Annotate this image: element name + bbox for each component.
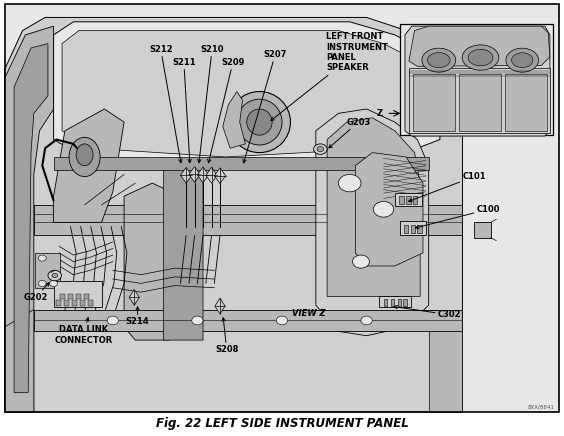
Bar	[417, 225, 422, 233]
Ellipse shape	[228, 92, 290, 153]
Text: C302: C302	[394, 306, 461, 319]
Ellipse shape	[76, 144, 93, 166]
Polygon shape	[379, 296, 411, 307]
Bar	[68, 294, 73, 299]
Polygon shape	[214, 168, 226, 184]
Polygon shape	[14, 44, 48, 392]
Polygon shape	[223, 92, 245, 148]
Ellipse shape	[237, 99, 282, 145]
Bar	[413, 196, 417, 204]
Polygon shape	[215, 298, 225, 314]
Text: C100: C100	[416, 205, 500, 229]
Polygon shape	[189, 167, 200, 182]
Text: 8XX/8841: 8XX/8841	[527, 405, 554, 410]
Polygon shape	[395, 193, 422, 206]
Bar	[80, 300, 85, 306]
Bar	[413, 74, 455, 131]
Text: Z: Z	[376, 109, 382, 118]
Polygon shape	[400, 221, 426, 235]
Circle shape	[317, 146, 324, 152]
Text: S211: S211	[172, 58, 196, 163]
Ellipse shape	[428, 53, 450, 68]
Text: G202: G202	[23, 283, 49, 302]
Text: G203: G203	[329, 118, 371, 148]
Polygon shape	[129, 290, 139, 305]
Polygon shape	[180, 167, 192, 183]
Bar	[88, 300, 93, 306]
Bar	[398, 299, 401, 306]
Ellipse shape	[247, 109, 272, 135]
Circle shape	[276, 316, 288, 325]
Bar	[64, 300, 69, 306]
Polygon shape	[429, 310, 462, 412]
Text: C101: C101	[408, 172, 486, 202]
Text: DATA LINK
CONNECTOR: DATA LINK CONNECTOR	[54, 318, 113, 344]
Text: S214: S214	[126, 307, 149, 326]
Polygon shape	[34, 205, 462, 235]
Bar	[384, 299, 387, 306]
Text: VIEW Z: VIEW Z	[292, 310, 326, 318]
Circle shape	[361, 316, 372, 325]
Text: LEFT FRONT
INSTRUMENT
PANEL
SPEAKER: LEFT FRONT INSTRUMENT PANEL SPEAKER	[271, 32, 388, 120]
Circle shape	[50, 280, 58, 286]
Polygon shape	[5, 17, 462, 412]
Circle shape	[107, 316, 118, 325]
Polygon shape	[34, 310, 462, 331]
Polygon shape	[5, 310, 34, 412]
Text: S210: S210	[198, 45, 224, 163]
Polygon shape	[409, 26, 550, 66]
Polygon shape	[474, 222, 491, 238]
Bar	[399, 196, 404, 204]
Polygon shape	[54, 109, 124, 222]
Text: S209: S209	[208, 58, 245, 163]
Bar	[391, 299, 394, 306]
Circle shape	[192, 316, 203, 325]
Polygon shape	[206, 167, 217, 183]
Text: S212: S212	[149, 45, 182, 163]
Ellipse shape	[468, 49, 493, 66]
Circle shape	[338, 174, 361, 192]
Polygon shape	[54, 22, 440, 166]
Bar	[72, 300, 77, 306]
Ellipse shape	[506, 48, 539, 72]
Bar	[56, 300, 61, 306]
Text: Fig. 22 LEFT SIDE INSTRUMENT PANEL: Fig. 22 LEFT SIDE INSTRUMENT PANEL	[156, 417, 408, 430]
Circle shape	[314, 144, 327, 154]
Circle shape	[352, 255, 369, 268]
Polygon shape	[197, 167, 209, 183]
Ellipse shape	[422, 48, 456, 72]
Circle shape	[373, 201, 394, 217]
Polygon shape	[54, 157, 429, 170]
Polygon shape	[62, 31, 429, 157]
Text: S207: S207	[243, 50, 287, 163]
Bar	[406, 196, 411, 204]
Polygon shape	[316, 109, 429, 336]
Circle shape	[38, 280, 46, 286]
Ellipse shape	[69, 137, 100, 177]
Bar	[459, 74, 501, 131]
Bar	[403, 299, 407, 306]
Bar	[54, 281, 102, 307]
Bar	[400, 24, 553, 135]
Polygon shape	[5, 26, 54, 412]
Bar	[35, 253, 60, 288]
Text: S208: S208	[215, 318, 239, 354]
Circle shape	[38, 255, 46, 261]
Polygon shape	[164, 166, 203, 340]
Circle shape	[48, 270, 61, 281]
Polygon shape	[124, 183, 180, 340]
Bar	[60, 294, 65, 299]
Bar	[411, 225, 415, 233]
Bar	[505, 74, 547, 131]
Ellipse shape	[512, 53, 533, 68]
Bar	[84, 294, 89, 299]
Bar	[409, 68, 550, 133]
Polygon shape	[327, 118, 420, 296]
Circle shape	[52, 273, 58, 278]
Bar	[76, 294, 81, 299]
Ellipse shape	[462, 45, 499, 70]
Polygon shape	[355, 153, 423, 266]
Bar	[404, 225, 408, 233]
Polygon shape	[405, 26, 550, 136]
